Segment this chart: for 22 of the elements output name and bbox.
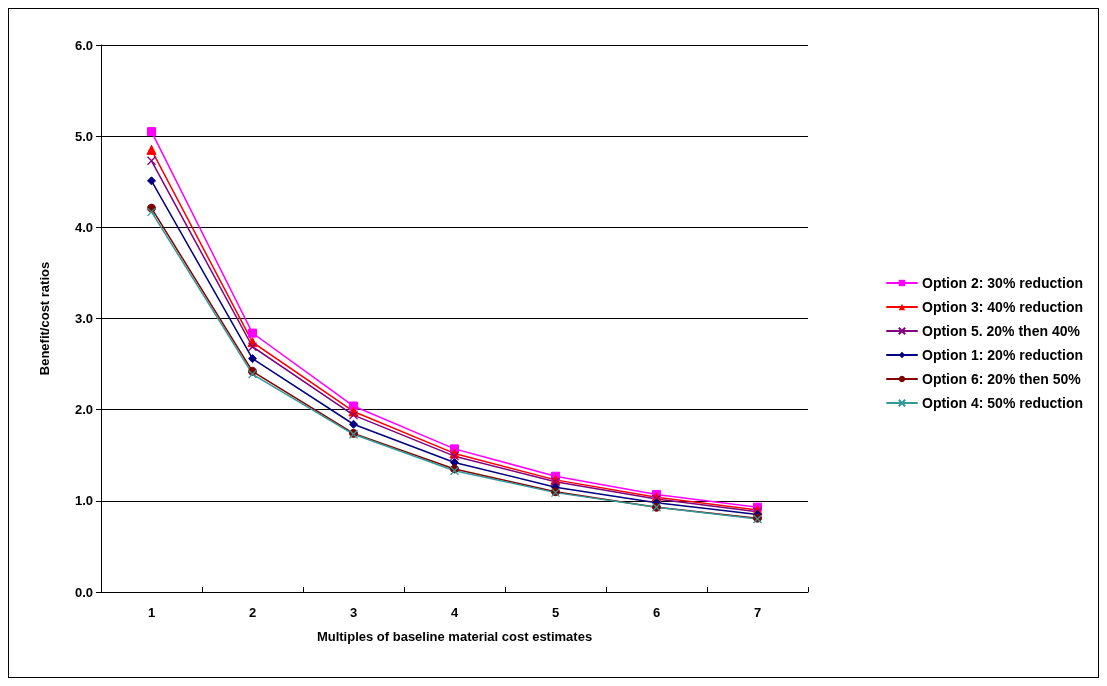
x-tick-label: 3: [349, 605, 358, 620]
y-tick-label: 6.0: [74, 37, 93, 53]
x-tick-label: 6: [652, 605, 661, 620]
y-tick-label: 5.0: [74, 128, 93, 144]
x-tick-label: 5: [551, 605, 560, 620]
legend-label: Option 6: 20% then 50%: [921, 371, 1082, 387]
legend-label: Option 3: 40% reduction: [921, 299, 1083, 315]
y-tick-label: 0.0: [74, 584, 93, 600]
y-tick-label: 2.0: [74, 402, 93, 418]
y-tick-label: 3.0: [74, 311, 93, 326]
x-axis-title: Multiples of baseline material cost estimates: [316, 629, 593, 644]
legend-label: Option 1: 20% reduction: [921, 347, 1083, 363]
y-tick-label: 4.0: [74, 219, 93, 235]
y-axis-title: Benefit/cost ratios: [37, 261, 52, 376]
legend-label: Option 4: 50% reduction: [921, 395, 1083, 411]
x-tick-label: 1: [147, 605, 156, 620]
legend-label: Option 5. 20% then 40%: [921, 323, 1081, 339]
x-tick-label: 2: [248, 605, 257, 620]
legend-label: Option 2: 30% reduction: [921, 275, 1083, 291]
y-tick-label: 1.0: [74, 493, 93, 509]
x-tick-label: 4: [450, 605, 459, 620]
x-tick-label: 7: [753, 605, 762, 620]
